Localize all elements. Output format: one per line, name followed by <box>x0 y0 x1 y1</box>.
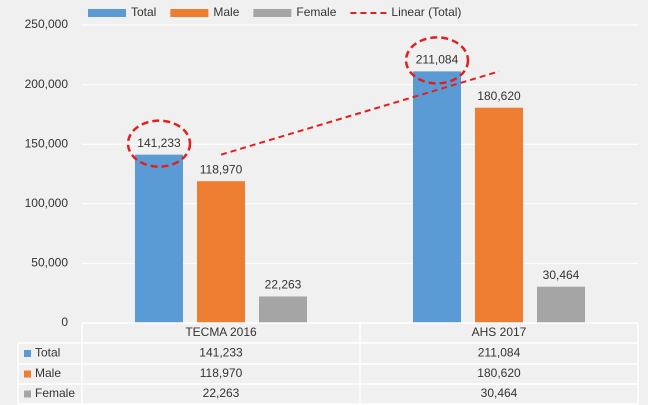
legend-swatch <box>253 9 292 17</box>
table-legend-key <box>24 350 31 357</box>
table-cell: 180,620 <box>477 366 521 380</box>
table-cell: 118,970 <box>200 366 243 380</box>
bar <box>135 154 183 323</box>
table-cell: 211,084 <box>478 346 521 360</box>
table-row-label: Female <box>35 386 75 400</box>
value-label: 211,084 <box>416 53 459 67</box>
x-tick-label: TECMA 2016 <box>185 325 257 339</box>
bar <box>259 296 307 323</box>
value-label: 180,620 <box>477 89 521 103</box>
bar <box>537 286 585 323</box>
table-row-label: Male <box>35 366 61 380</box>
value-label: 118,970 <box>200 162 243 176</box>
legend-swatch <box>88 9 126 17</box>
bar <box>197 181 245 323</box>
y-tick-label: 200,000 <box>25 77 69 91</box>
bar <box>413 71 461 323</box>
table-cell: 141,233 <box>199 346 243 360</box>
highlight-circle <box>404 36 470 85</box>
table-legend-key <box>24 390 31 398</box>
legend-label: Male <box>213 5 239 19</box>
legend-label: Female <box>296 5 336 19</box>
table-legend-key <box>24 370 31 378</box>
value-label: 22,263 <box>265 278 302 292</box>
highlight-circle <box>126 119 192 168</box>
y-tick-label: 100,000 <box>25 196 69 210</box>
table-cell: 22,263 <box>203 386 240 400</box>
trendline <box>220 70 500 156</box>
legend-swatch <box>170 9 209 17</box>
y-tick-label: 250,000 <box>25 17 69 31</box>
legend-label: Total <box>131 5 156 19</box>
y-tick-label: 150,000 <box>25 136 69 150</box>
value-label: 141,233 <box>137 136 181 150</box>
y-tick-label: 50,000 <box>31 256 68 270</box>
x-tick-label: AHS 2017 <box>472 325 527 339</box>
y-tick-label: 0 <box>61 315 68 329</box>
legend-label: Linear (Total) <box>391 5 461 19</box>
value-label: 30,464 <box>543 268 580 282</box>
table-cell: 30,464 <box>481 386 518 400</box>
bar <box>475 107 523 323</box>
table-row-label: Total <box>35 346 60 360</box>
